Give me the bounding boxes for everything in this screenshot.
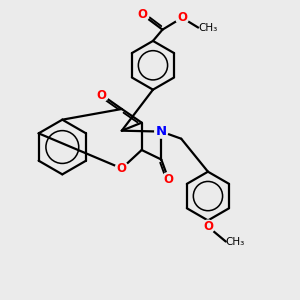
Circle shape: [162, 172, 175, 186]
Circle shape: [115, 162, 128, 175]
Circle shape: [201, 220, 214, 233]
Circle shape: [136, 8, 149, 21]
Text: CH₃: CH₃: [198, 22, 217, 32]
Text: O: O: [97, 88, 107, 101]
Text: O: O: [177, 11, 187, 24]
Circle shape: [176, 11, 189, 24]
Circle shape: [155, 125, 168, 138]
Circle shape: [95, 88, 108, 102]
Text: O: O: [164, 172, 173, 186]
Text: CH₃: CH₃: [226, 236, 245, 247]
Text: N: N: [156, 125, 167, 138]
Text: O: O: [203, 220, 213, 233]
Text: O: O: [117, 162, 127, 175]
Text: O: O: [138, 8, 148, 21]
